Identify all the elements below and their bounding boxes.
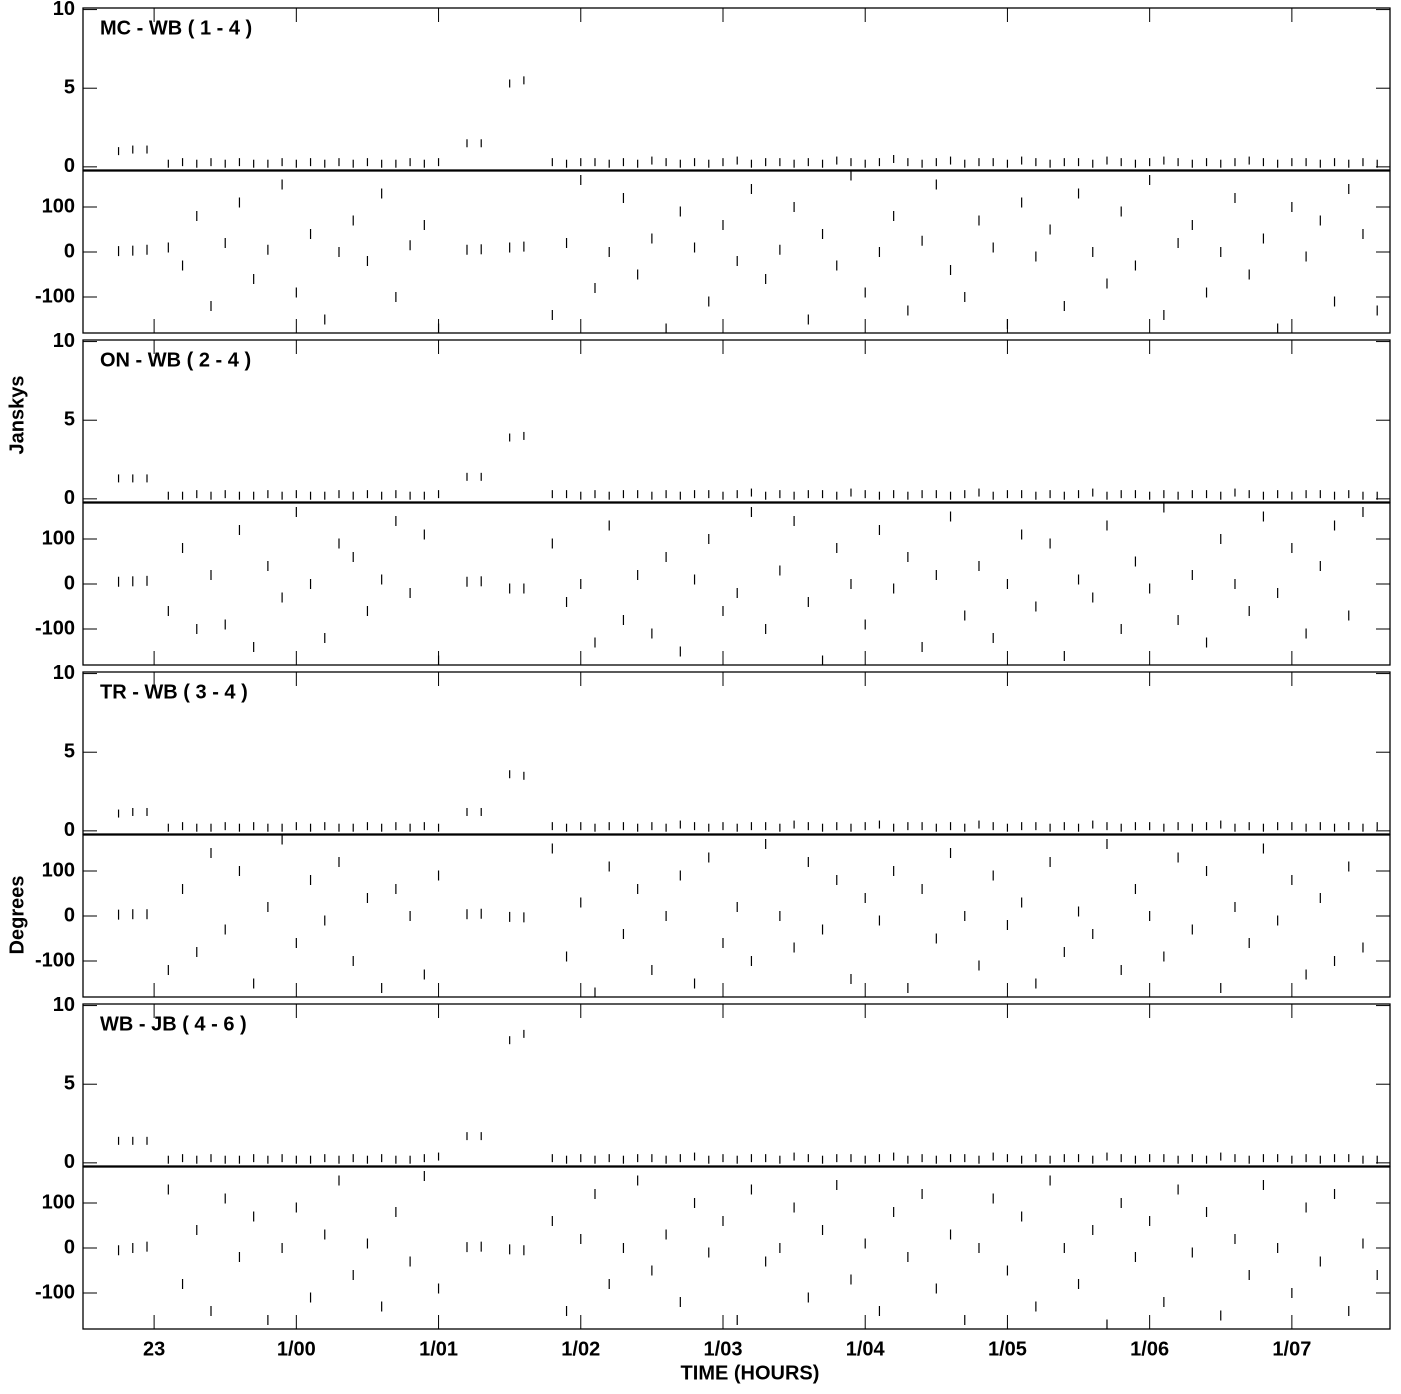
y-tick-label: -100	[35, 949, 75, 971]
y-tick-label: 10	[53, 662, 75, 684]
y-tick-label: -100	[35, 285, 75, 307]
y-tick-label: 5	[64, 76, 75, 98]
panel-title: TR - WB ( 3 - 4 )	[100, 681, 248, 703]
x-tick-label: 1/06	[1130, 1338, 1169, 1360]
x-axis-title: TIME (HOURS)	[681, 1362, 820, 1384]
x-tick-label: 1/03	[704, 1338, 743, 1360]
y-tick-label: 5	[64, 740, 75, 762]
y-tick-label: 0	[64, 1236, 75, 1258]
x-tick-label: 23	[143, 1338, 165, 1360]
y-tick-label: 100	[42, 859, 75, 881]
y-tick-label: -100	[35, 617, 75, 639]
y-tick-label: 0	[64, 487, 75, 509]
x-tick-label: 1/07	[1272, 1338, 1311, 1360]
plot-frame	[82, 7, 1391, 171]
y-tick-label: 0	[64, 819, 75, 841]
panel-title: MC - WB ( 1 - 4 )	[100, 17, 252, 39]
plot-frame	[82, 339, 1391, 503]
phase-axis-title: Degrees	[6, 876, 28, 955]
y-tick-label: 100	[42, 1191, 75, 1213]
y-tick-label: 10	[53, 994, 75, 1016]
y-tick-label: 0	[64, 155, 75, 177]
x-tick-label: 1/04	[846, 1338, 886, 1360]
y-tick-label: 100	[42, 195, 75, 217]
y-tick-label: 0	[64, 904, 75, 926]
y-tick-label: 10	[53, 0, 75, 20]
plot-frame	[82, 1003, 1391, 1167]
x-tick-label: 1/00	[277, 1338, 316, 1360]
y-tick-label: 0	[64, 240, 75, 262]
y-tick-label: 100	[42, 527, 75, 549]
y-tick-label: 5	[64, 408, 75, 430]
x-tick-label: 1/02	[561, 1338, 600, 1360]
plot-frame	[82, 671, 1391, 835]
amp-axis-title: Janskys	[6, 376, 28, 455]
x-tick-label: 1/05	[988, 1338, 1027, 1360]
panel-title: WB - JB ( 4 - 6 )	[100, 1013, 247, 1035]
y-tick-label: 5	[64, 1072, 75, 1094]
panel-title: ON - WB ( 2 - 4 )	[100, 349, 251, 371]
y-tick-label: 0	[64, 1151, 75, 1173]
y-tick-label: -100	[35, 1281, 75, 1303]
x-tick-label: 1/01	[419, 1338, 458, 1360]
y-tick-label: 10	[53, 330, 75, 352]
y-tick-label: 0	[64, 572, 75, 594]
